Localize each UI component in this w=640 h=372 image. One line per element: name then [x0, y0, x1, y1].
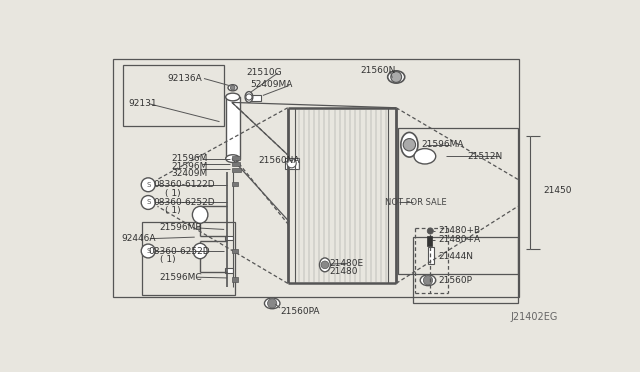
Circle shape: [423, 276, 433, 285]
Text: 21512N: 21512N: [467, 152, 503, 161]
Circle shape: [141, 244, 155, 258]
Ellipse shape: [287, 158, 296, 168]
Text: 21480: 21480: [330, 267, 358, 276]
Text: 21596MA: 21596MA: [421, 140, 463, 149]
Circle shape: [403, 139, 415, 151]
Text: 21560NA: 21560NA: [259, 155, 300, 165]
Text: 32409M: 32409M: [172, 170, 208, 179]
Bar: [397, 128, 518, 274]
Bar: [250, 95, 261, 101]
Ellipse shape: [193, 206, 208, 223]
Circle shape: [141, 196, 155, 209]
Ellipse shape: [401, 132, 418, 157]
Text: S: S: [146, 182, 150, 188]
Text: 21560P: 21560P: [438, 276, 472, 285]
Ellipse shape: [193, 243, 207, 259]
Text: 21560N: 21560N: [360, 66, 396, 75]
Text: 21596M: 21596M: [172, 154, 208, 163]
Text: 21560PA: 21560PA: [280, 307, 319, 315]
Ellipse shape: [414, 148, 436, 164]
Text: 92136A: 92136A: [168, 74, 202, 83]
Bar: [225, 235, 233, 240]
Ellipse shape: [245, 92, 253, 102]
Text: 21450: 21450: [543, 186, 572, 195]
Text: 21480E: 21480E: [330, 259, 364, 268]
Bar: [428, 247, 434, 264]
Ellipse shape: [388, 71, 404, 83]
Ellipse shape: [226, 93, 239, 101]
Circle shape: [230, 86, 235, 90]
Bar: [232, 168, 241, 172]
Text: NOT FOR SALE: NOT FOR SALE: [385, 198, 446, 207]
Bar: [142, 222, 235, 295]
Text: 08360-6252D: 08360-6252D: [148, 247, 210, 256]
Bar: [285, 158, 298, 169]
Bar: [124, 65, 224, 126]
Ellipse shape: [264, 298, 280, 309]
Text: 08360-6252D: 08360-6252D: [154, 198, 215, 207]
Circle shape: [321, 261, 329, 269]
Bar: [113, 58, 520, 297]
Text: 21596M: 21596M: [172, 162, 208, 171]
Text: 21596MB: 21596MB: [160, 224, 202, 232]
Text: 08360-6122D: 08360-6122D: [154, 180, 215, 189]
Circle shape: [268, 299, 277, 308]
Bar: [232, 249, 238, 253]
Text: J21402EG: J21402EG: [510, 312, 557, 322]
Text: ( 1): ( 1): [165, 206, 181, 215]
Text: 21480+B: 21480+B: [438, 227, 480, 235]
Bar: [413, 237, 518, 302]
Text: 52409MA: 52409MA: [250, 80, 293, 89]
Bar: [232, 156, 239, 160]
Bar: [225, 268, 233, 273]
Text: 92131: 92131: [129, 99, 157, 108]
Ellipse shape: [319, 258, 330, 272]
Circle shape: [246, 94, 252, 100]
Ellipse shape: [420, 275, 436, 286]
Circle shape: [141, 178, 155, 192]
Bar: [428, 236, 432, 246]
Text: ( 1): ( 1): [165, 189, 181, 198]
Text: S: S: [146, 248, 150, 254]
Ellipse shape: [226, 155, 239, 163]
Text: 92446A: 92446A: [122, 234, 156, 243]
Bar: [226, 97, 239, 158]
Text: 21480+A: 21480+A: [438, 235, 480, 244]
Text: 21444N: 21444N: [438, 252, 473, 261]
Ellipse shape: [228, 85, 237, 91]
Text: 21596MC: 21596MC: [160, 273, 202, 282]
Text: S: S: [146, 199, 150, 205]
Bar: [232, 277, 238, 282]
Bar: [232, 162, 239, 166]
Text: ( 1): ( 1): [160, 255, 175, 264]
Text: 21510G: 21510G: [246, 68, 282, 77]
Circle shape: [391, 71, 402, 82]
Bar: [232, 182, 238, 186]
Circle shape: [428, 228, 433, 234]
